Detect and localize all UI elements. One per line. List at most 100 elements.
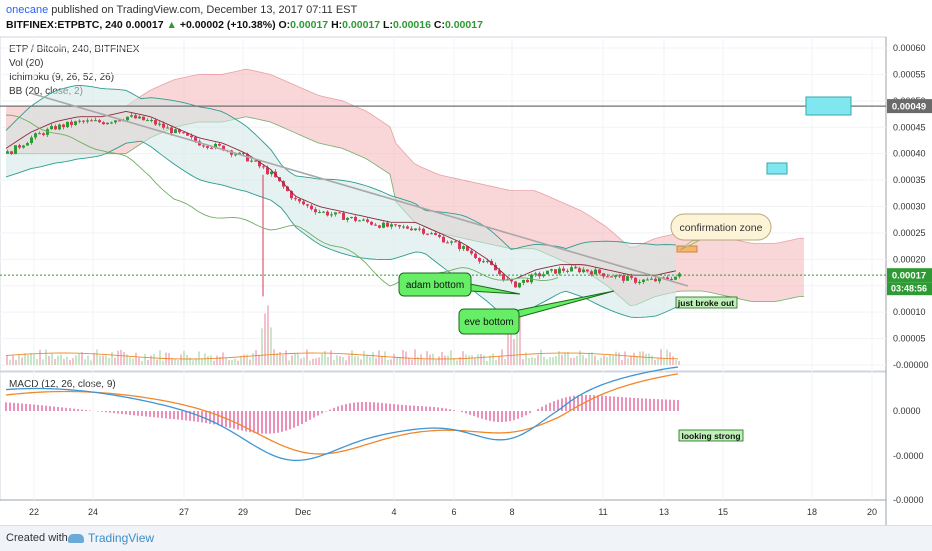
- candle-body: [58, 124, 61, 130]
- target-zone-box-1[interactable]: [805, 96, 852, 116]
- volume-ma: [5, 352, 679, 360]
- volume-bar: [516, 327, 518, 365]
- volume-bar: [510, 330, 512, 365]
- volume-bar: [285, 350, 287, 365]
- candle-body: [410, 228, 413, 231]
- candle-body: [494, 264, 497, 271]
- macd-pane: [0, 371, 887, 501]
- descending-trendline[interactable]: [29, 92, 689, 287]
- volume-bar: [39, 349, 41, 365]
- volume-bar: [51, 352, 53, 365]
- candle-body: [254, 160, 257, 162]
- volume-bar: [465, 354, 467, 365]
- target-zone-box-2[interactable]: [766, 162, 788, 175]
- volume-bar: [672, 356, 674, 365]
- volume-bar: [45, 349, 47, 365]
- time-tick-label: 8: [509, 507, 514, 517]
- volume-bar: [114, 357, 116, 365]
- candle-body: [610, 276, 613, 278]
- volume-bar: [330, 350, 332, 365]
- volume-bar: [189, 357, 191, 365]
- candle-body: [374, 224, 377, 226]
- candle-body: [594, 269, 597, 275]
- volume-bar: [294, 353, 296, 365]
- volume-bar: [507, 315, 509, 365]
- bb-legend[interactable]: BB (20, close, 2): [9, 86, 83, 97]
- author-link[interactable]: onecane: [6, 4, 49, 16]
- price-tick-label: 0.00020: [893, 254, 926, 264]
- candle-body: [462, 246, 465, 249]
- candle-body: [134, 115, 137, 119]
- volume-bar: [210, 355, 212, 365]
- volume-bar: [333, 359, 335, 365]
- volume-bar: [609, 355, 611, 365]
- candle-body: [590, 271, 593, 275]
- volume-bar: [174, 358, 176, 365]
- candle-body: [602, 273, 605, 277]
- volume-bar: [501, 349, 503, 365]
- time-tick-label: 29: [238, 507, 248, 517]
- volume-bar: [186, 355, 188, 365]
- volume-bar: [543, 356, 545, 365]
- time-tick-label: 20: [867, 507, 877, 517]
- candle-body: [482, 261, 485, 263]
- volume-bar: [396, 357, 398, 365]
- volume-bar: [213, 360, 215, 365]
- volume-bar: [207, 356, 209, 365]
- volume-bar: [243, 354, 245, 365]
- volume-bar: [522, 359, 524, 365]
- volume-bar: [324, 351, 326, 365]
- macd-legend[interactable]: MACD (12, 26, close, 9): [9, 379, 116, 390]
- volume-bar: [645, 353, 647, 365]
- candle-body: [402, 226, 405, 228]
- volume-bar: [429, 354, 431, 365]
- volume-bar: [318, 357, 320, 365]
- volume-bar: [585, 358, 587, 365]
- volume-bar: [594, 355, 596, 365]
- candle-body: [186, 133, 189, 136]
- tradingview-logo[interactable]: TradingView: [68, 531, 154, 545]
- volume-bar: [255, 350, 257, 365]
- looking-strong-box[interactable]: [678, 429, 744, 442]
- eve-bottom-callout[interactable]: [458, 308, 520, 335]
- confirmation-callout[interactable]: [670, 213, 772, 241]
- time-tick-label: 27: [179, 507, 189, 517]
- volume-bar: [570, 357, 572, 365]
- broke-out-box[interactable]: [675, 296, 738, 309]
- candle-body: [438, 234, 441, 237]
- candle-body: [330, 214, 333, 216]
- volume-bar: [237, 360, 239, 365]
- candle-body: [102, 122, 105, 125]
- volume-bar: [483, 355, 485, 365]
- volume-bar: [459, 356, 461, 365]
- volume-bar: [627, 358, 629, 365]
- volume-bar: [96, 349, 98, 365]
- candle-body: [206, 146, 209, 148]
- vol-legend[interactable]: Vol (20): [9, 58, 44, 69]
- candle-body: [598, 269, 601, 274]
- volume-bar: [9, 359, 11, 365]
- volume-bar: [411, 359, 413, 365]
- candle-body: [326, 211, 329, 216]
- volume-bar: [24, 353, 26, 365]
- volume-bar: [426, 351, 428, 365]
- candle-body: [550, 269, 553, 271]
- macd-line: [5, 366, 679, 462]
- volume-bar: [93, 352, 95, 365]
- adam-bottom-callout[interactable]: [398, 272, 472, 297]
- tradingview-brand: TradingView: [88, 531, 155, 545]
- volume-bar: [513, 339, 515, 365]
- volume-bar: [75, 355, 77, 365]
- volume-bar: [408, 357, 410, 365]
- volume-bar: [327, 356, 329, 365]
- volume-bar: [138, 357, 140, 365]
- ichimoku-legend[interactable]: Ichimoku (9, 26, 52, 26): [9, 72, 115, 83]
- candle-body: [458, 242, 461, 249]
- candle-body: [174, 129, 177, 134]
- candle-body: [678, 273, 681, 277]
- volume-bar: [15, 360, 17, 365]
- candle-body: [498, 270, 501, 275]
- candle-body: [310, 205, 313, 210]
- chart-title[interactable]: ETP / Bitcoin, 240, BITFINEX: [9, 44, 140, 55]
